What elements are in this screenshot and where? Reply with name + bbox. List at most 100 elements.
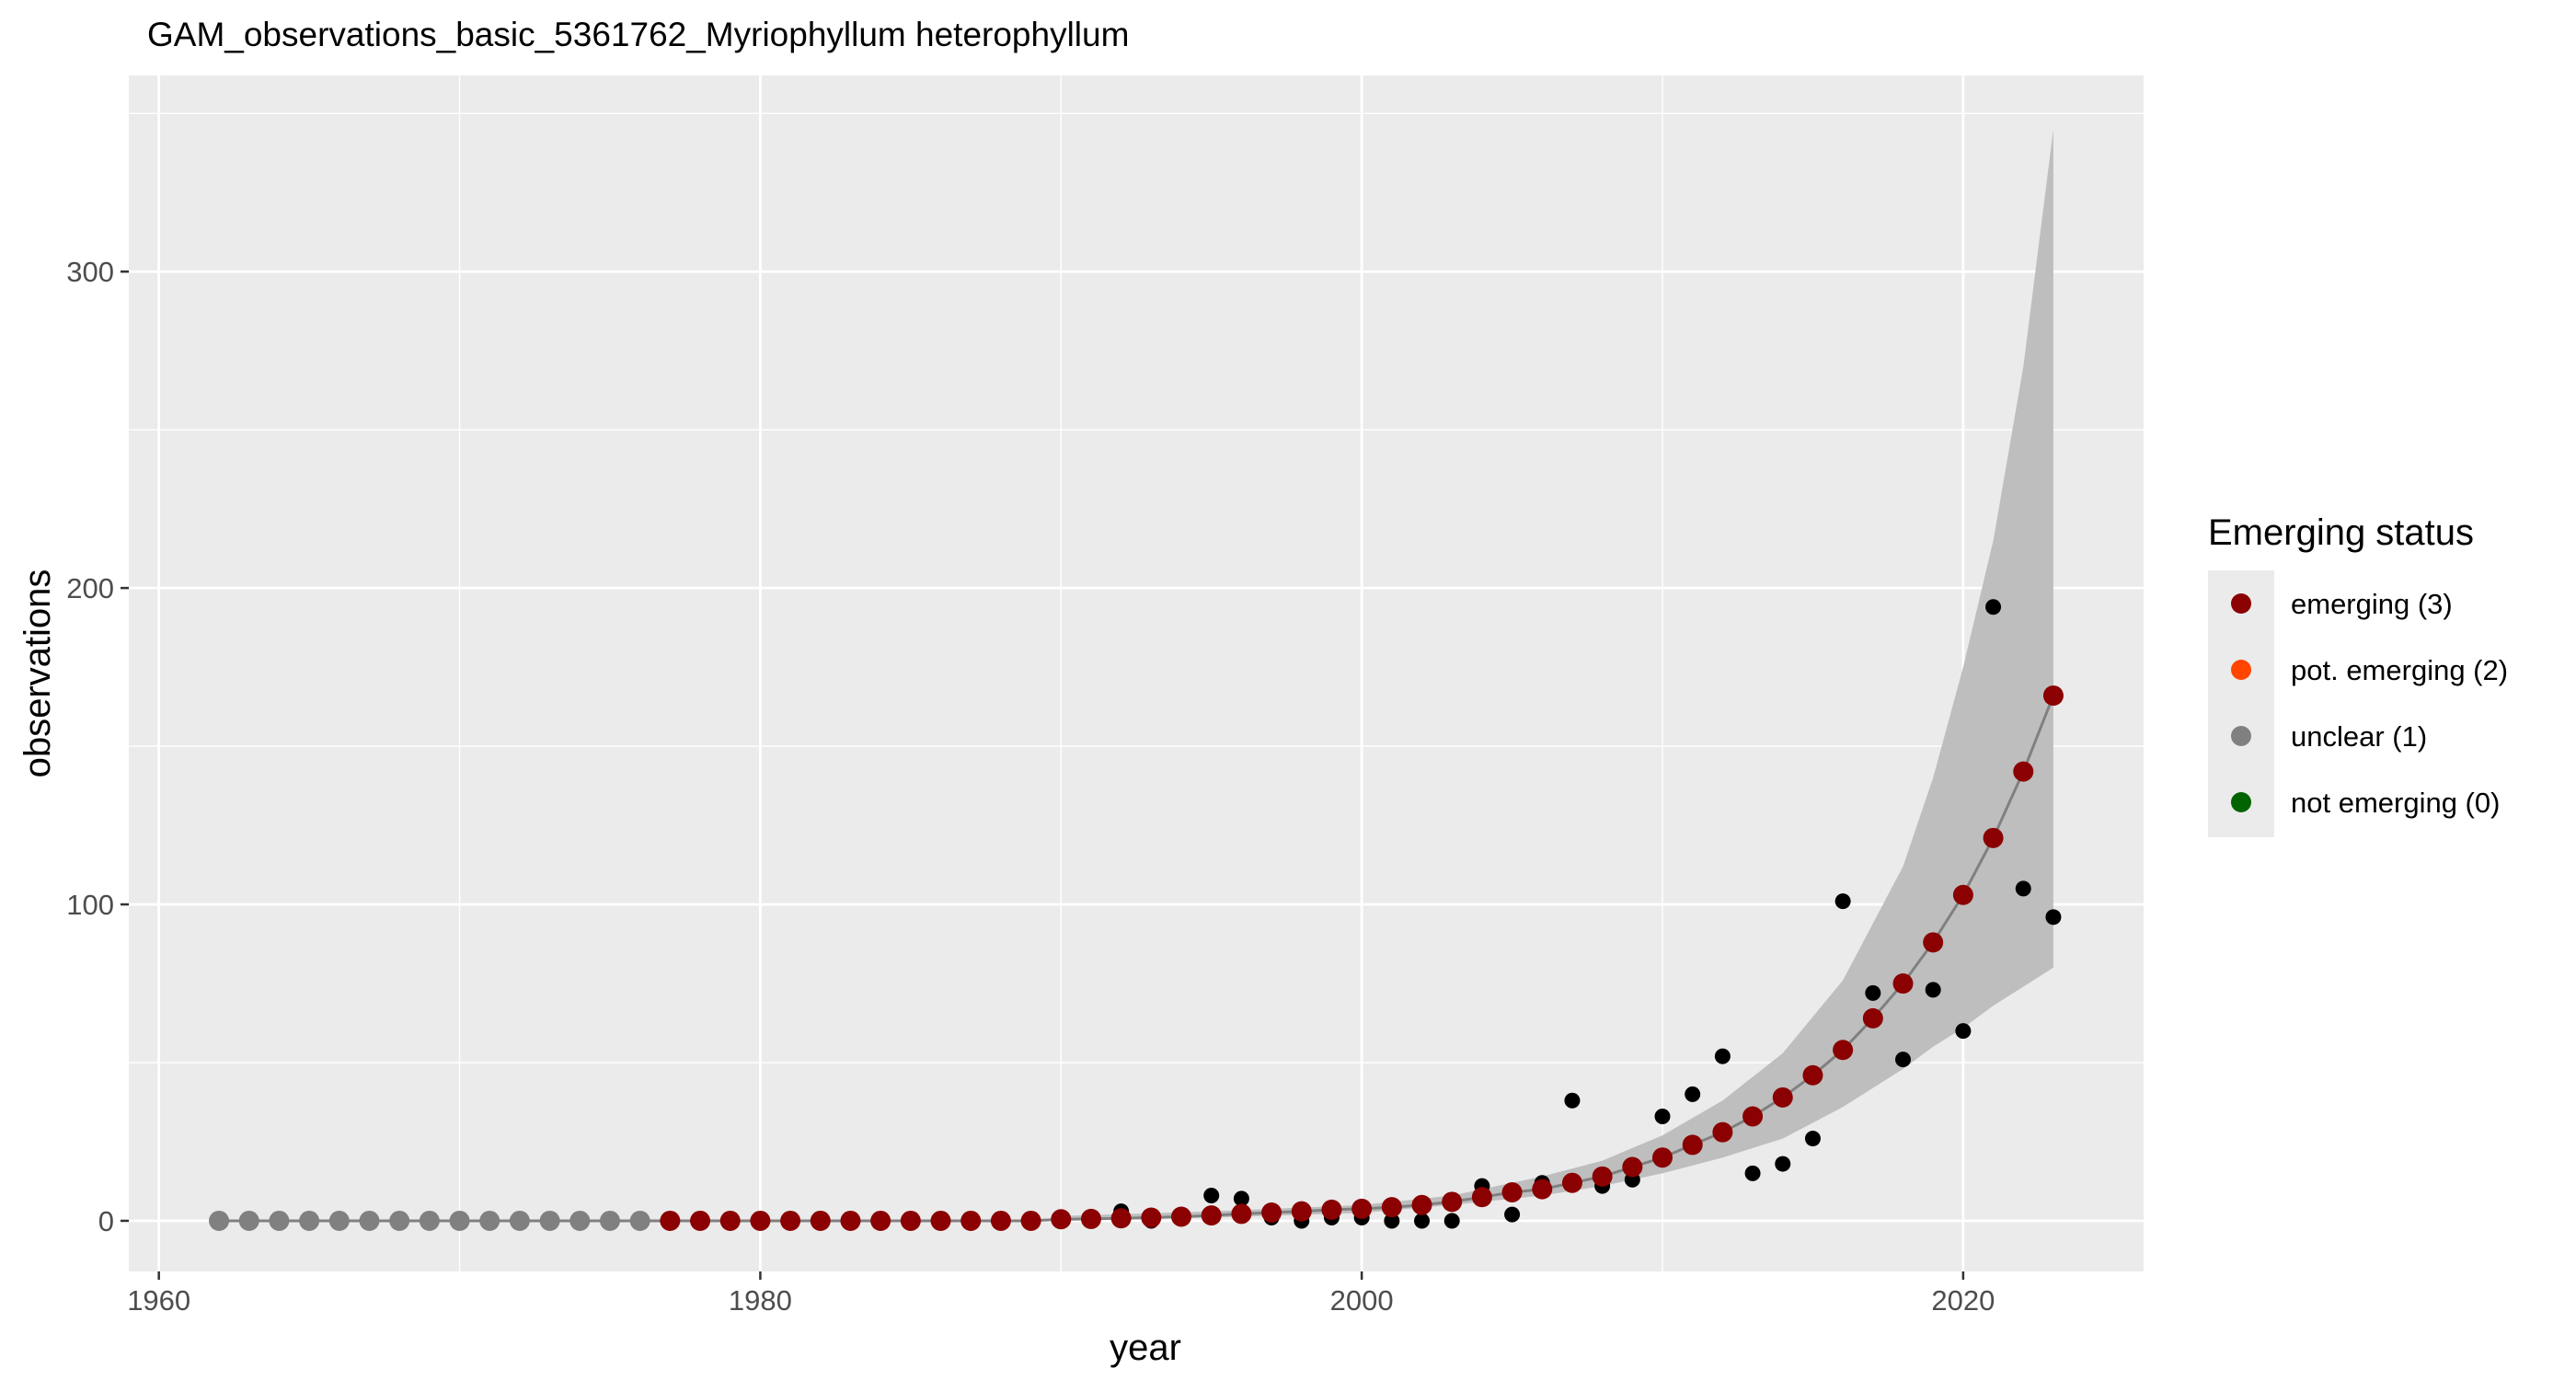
fitted-point	[660, 1210, 681, 1231]
fitted-point	[840, 1210, 861, 1231]
y-tick-label: 0	[98, 1205, 114, 1237]
y-tick-label: 200	[66, 572, 114, 604]
fitted-point	[1321, 1199, 1342, 1220]
legend-key	[2231, 660, 2251, 680]
observed-point	[1685, 1086, 1701, 1102]
observed-point	[1804, 1131, 1821, 1147]
x-tick-label: 1960	[127, 1284, 190, 1317]
observed-point	[1233, 1190, 1249, 1207]
observed-point	[1414, 1213, 1431, 1229]
legend-label: pot. emerging (2)	[2291, 654, 2508, 686]
fitted-point	[238, 1210, 259, 1231]
fitted-point	[1592, 1166, 1613, 1187]
observed-point	[2045, 909, 2062, 926]
fitted-point	[2013, 761, 2034, 782]
fitted-point	[1110, 1208, 1132, 1229]
fitted-point	[509, 1210, 530, 1231]
fitted-point	[1892, 973, 1914, 995]
observed-point	[1714, 1048, 1731, 1064]
x-axis-title: year	[1110, 1328, 1181, 1368]
observed-point	[1985, 599, 2002, 615]
fitted-point	[1351, 1198, 1373, 1219]
fitted-point	[419, 1210, 440, 1231]
fitted-point	[1682, 1134, 1703, 1156]
legend-entries: emerging (3) pot. emerging (2) unclear (1)…	[2231, 588, 2508, 819]
fitted-points	[209, 685, 2064, 1231]
fitted-point	[539, 1210, 560, 1231]
fitted-point	[990, 1210, 1011, 1231]
fitted-point	[449, 1210, 470, 1231]
fitted-point	[1952, 884, 1973, 905]
fitted-point	[1923, 932, 1944, 953]
legend-title: Emerging status	[2208, 512, 2474, 553]
legend-key	[2231, 726, 2251, 746]
fitted-point	[569, 1210, 591, 1231]
observed-point	[1203, 1187, 1220, 1203]
observed-point	[1834, 893, 1851, 910]
fitted-point	[328, 1210, 350, 1231]
fitted-point	[960, 1210, 982, 1231]
observed-point	[1775, 1156, 1791, 1172]
fitted-point	[750, 1210, 771, 1231]
observed-point	[1654, 1108, 1671, 1124]
observed-point	[1865, 984, 1881, 1001]
fitted-point	[1291, 1201, 1312, 1222]
fitted-point	[1231, 1203, 1252, 1225]
fitted-point	[1261, 1202, 1282, 1224]
legend-key	[2231, 792, 2251, 812]
fitted-point	[719, 1210, 741, 1231]
fitted-point	[1471, 1187, 1492, 1208]
fitted-point	[1802, 1064, 1823, 1086]
legend-key	[2231, 593, 2251, 614]
fitted-point	[2042, 685, 2064, 707]
observed-point	[1895, 1052, 1912, 1068]
fitted-point	[629, 1210, 650, 1231]
fitted-point	[359, 1210, 380, 1231]
fitted-point	[780, 1210, 801, 1231]
minor-gridlines	[129, 75, 2144, 1271]
legend-label: unclear (1)	[2291, 720, 2427, 753]
fitted-point	[1381, 1197, 1402, 1218]
x-tick-label: 1980	[729, 1284, 792, 1317]
fitted-point	[1983, 827, 2004, 848]
y-axis-title: observations	[17, 569, 58, 778]
fitted-point	[1652, 1147, 1673, 1168]
observed-point	[1925, 982, 1941, 998]
observed-point	[1564, 1092, 1581, 1109]
fitted-point	[1862, 1007, 1883, 1029]
y-tick-label: 100	[66, 889, 114, 921]
legend-label: emerging (3)	[2291, 588, 2453, 620]
fitted-point	[1532, 1179, 1553, 1200]
fitted-point	[1411, 1194, 1432, 1215]
fitted-point	[1442, 1191, 1463, 1213]
fitted-point	[1051, 1209, 1072, 1230]
fitted-point	[479, 1210, 500, 1231]
fitted-point	[1712, 1121, 1733, 1143]
x-tick-label: 2020	[1931, 1284, 1995, 1317]
fitted-point	[870, 1210, 891, 1231]
y-tick-label: 300	[66, 256, 114, 288]
observed-point	[1955, 1023, 1972, 1040]
fitted-point	[1171, 1206, 1192, 1227]
legend-label: not emerging (0)	[2291, 787, 2500, 819]
y-axis-ticks: 0 100 200 300	[66, 256, 129, 1237]
fitted-point	[1080, 1208, 1101, 1229]
fitted-point	[690, 1210, 711, 1231]
observed-point	[1744, 1165, 1761, 1181]
fitted-point	[930, 1210, 951, 1231]
observed-point	[1504, 1206, 1521, 1223]
observed-point	[2015, 880, 2031, 897]
fitted-point	[900, 1210, 921, 1231]
fitted-point	[1622, 1156, 1643, 1178]
x-tick-label: 2000	[1330, 1284, 1394, 1317]
x-axis-ticks: 1960 1980 2000 2020	[127, 1271, 1995, 1317]
observed-point	[1443, 1213, 1460, 1229]
fitted-point	[209, 1210, 230, 1231]
fitted-point	[269, 1210, 290, 1231]
legend: Emerging status emerging (3) pot. emergin…	[2208, 512, 2508, 837]
fitted-point	[1742, 1106, 1764, 1127]
fitted-point	[1141, 1207, 1162, 1228]
fitted-point	[1201, 1205, 1222, 1226]
fitted-point	[810, 1210, 831, 1231]
